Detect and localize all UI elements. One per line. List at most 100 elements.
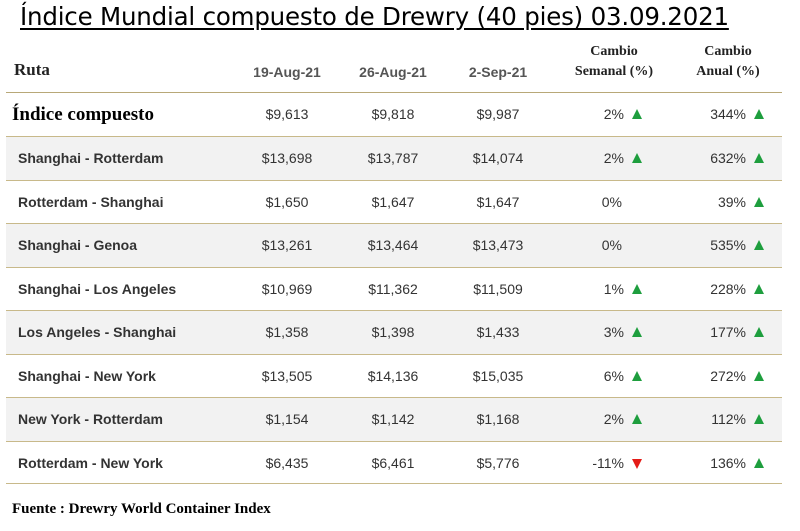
annual-change: 39% <box>718 181 764 224</box>
rate-2-sep: $14,074 <box>472 150 524 166</box>
annual-change-value: 112% <box>711 411 746 427</box>
weekly-change-value: 3% <box>603 324 624 340</box>
weekly-change: 2% <box>604 137 642 180</box>
arrow-up-icon <box>632 283 642 294</box>
route-name: Shanghai - Genoa <box>18 237 138 253</box>
table-row: Shanghai - Genoa $13,261 $13,464 $13,473 0% 5… <box>6 223 782 267</box>
rate-2-sep: $15,035 <box>472 367 524 384</box>
rate-26-aug: $14,136 <box>367 367 419 384</box>
arrow-up-icon <box>754 240 764 250</box>
weekly-change: 2% <box>604 93 642 136</box>
annual-change: 344% <box>710 93 764 136</box>
header-date-1: 19-Aug-21 <box>253 64 321 80</box>
rate-26-aug: $13,464 <box>367 237 419 253</box>
rate-19-aug: $9,613 <box>265 106 309 122</box>
rate-19-aug: $6,435 <box>265 454 309 471</box>
table-body: Índice compuesto $9,613 $9,818 $9,987 2% 344%… <box>6 92 782 484</box>
arrow-up-icon <box>754 370 764 381</box>
annual-change-value: 344% <box>710 106 746 122</box>
arrow-up-icon <box>754 457 764 468</box>
table-row: Rotterdam - New York $6,435 $6,461 $5,776 -1… <box>6 440 782 485</box>
rate-2-sep: $13,473 <box>472 237 524 253</box>
header-annual-line1: Cambio <box>704 44 752 59</box>
header-date-3: 2-Sep-21 <box>468 64 528 80</box>
route-name: Los Angeles - Shanghai <box>18 324 177 340</box>
rate-2-sep: $9,987 <box>476 106 520 122</box>
weekly-change-value: 2% <box>603 150 624 166</box>
route-name: New York - Rotterdam <box>18 411 163 427</box>
arrow-up-icon <box>632 414 642 424</box>
weekly-change-value: 0% <box>601 237 622 253</box>
weekly-change-value: 6% <box>603 367 624 384</box>
annual-change-value: 177% <box>710 324 746 340</box>
annual-change: 136% <box>710 442 764 485</box>
rate-26-aug: $6,461 <box>371 454 415 471</box>
arrow-up-icon <box>754 414 764 424</box>
annual-change: 177% <box>710 311 764 354</box>
route-name: Shanghai - New York <box>18 367 156 384</box>
rate-26-aug: $1,398 <box>371 324 415 340</box>
rate-26-aug: $11,362 <box>368 280 418 297</box>
page-title: Índice Mundial compuesto de Drewry (40 p… <box>20 2 729 31</box>
source-note: Fuente : Drewry World Container Index <box>12 501 271 517</box>
table-header: Ruta 19-Aug-21 26-Aug-21 2-Sep-21 Cambio… <box>6 40 782 92</box>
table-row: Índice compuesto $9,613 $9,818 $9,987 2% 344% <box>6 92 782 136</box>
arrow-up-icon <box>754 283 764 294</box>
rate-2-sep: $1,168 <box>476 411 520 427</box>
header-weekly-line1: Cambio <box>590 44 638 59</box>
rate-26-aug: $1,647 <box>371 193 415 210</box>
header-annual-line2: Anual (%) <box>696 64 760 79</box>
header-weekly-line2: Semanal (%) <box>574 64 654 79</box>
arrow-up-icon <box>754 153 764 163</box>
weekly-change-value: 2% <box>603 411 624 427</box>
arrow-up-icon <box>754 109 764 119</box>
annual-change: 272% <box>710 355 764 398</box>
annual-change-value: 228% <box>710 280 746 297</box>
annual-change: 228% <box>710 268 764 311</box>
arrow-up-icon <box>754 196 764 207</box>
annual-change: 632% <box>710 137 764 180</box>
rate-26-aug: $9,818 <box>371 106 415 122</box>
weekly-change-value: 2% <box>603 106 624 122</box>
weekly-change: 6% <box>604 355 642 398</box>
annual-change-value: 136% <box>710 454 746 471</box>
rate-19-aug: $13,261 <box>261 237 313 253</box>
rate-2-sep: $1,433 <box>476 324 520 340</box>
arrow-up-icon <box>754 327 764 337</box>
weekly-change: 3% <box>604 311 642 354</box>
rate-2-sep: $1,647 <box>476 193 520 210</box>
header-weekly-change: Cambio Semanal (%) <box>554 42 674 82</box>
rate-19-aug: $1,650 <box>265 193 309 210</box>
rate-19-aug: $1,154 <box>265 411 309 427</box>
rate-26-aug: $13,787 <box>367 150 419 166</box>
arrow-up-icon <box>632 153 642 163</box>
rate-2-sep: $11,509 <box>473 280 523 297</box>
annual-change: 535% <box>710 224 764 267</box>
rates-table: Ruta 19-Aug-21 26-Aug-21 2-Sep-21 Cambio… <box>6 40 782 484</box>
weekly-change-value: 0% <box>601 193 622 210</box>
weekly-change: 2% <box>604 398 642 441</box>
table-row: New York - Rotterdam $1,154 $1,142 $1,168 2%… <box>6 397 782 441</box>
rate-19-aug: $1,358 <box>265 324 309 340</box>
arrow-up-icon <box>632 327 642 337</box>
header-date-2: 26-Aug-21 <box>359 64 427 80</box>
weekly-change: -11% <box>592 442 642 485</box>
table-row: Shanghai - New York $13,505 $14,136 $15,035… <box>6 353 782 398</box>
header-annual-change: Cambio Anual (%) <box>678 42 778 82</box>
weekly-change: 1% <box>604 268 642 311</box>
rate-2-sep: $5,776 <box>476 454 520 471</box>
route-name: Shanghai - Rotterdam <box>18 150 164 166</box>
table-row: Shanghai - Rotterdam $13,698 $13,787 $14,07… <box>6 136 782 180</box>
route-name: Shanghai - Los Angeles <box>18 280 177 297</box>
table-row: Los Angeles - Shanghai $1,358 $1,398 $1,433… <box>6 310 782 354</box>
annual-change: 112% <box>711 398 764 441</box>
rate-19-aug: $13,698 <box>261 150 313 166</box>
weekly-change: 0% <box>602 224 622 267</box>
annual-change-value: 535% <box>710 237 746 253</box>
arrow-up-icon <box>632 370 642 381</box>
rate-26-aug: $1,142 <box>371 411 415 427</box>
weekly-change-value: 1% <box>603 280 624 297</box>
annual-change-value: 272% <box>710 367 746 384</box>
weekly-change: 0% <box>602 181 622 224</box>
annual-change-value: 632% <box>710 150 746 166</box>
